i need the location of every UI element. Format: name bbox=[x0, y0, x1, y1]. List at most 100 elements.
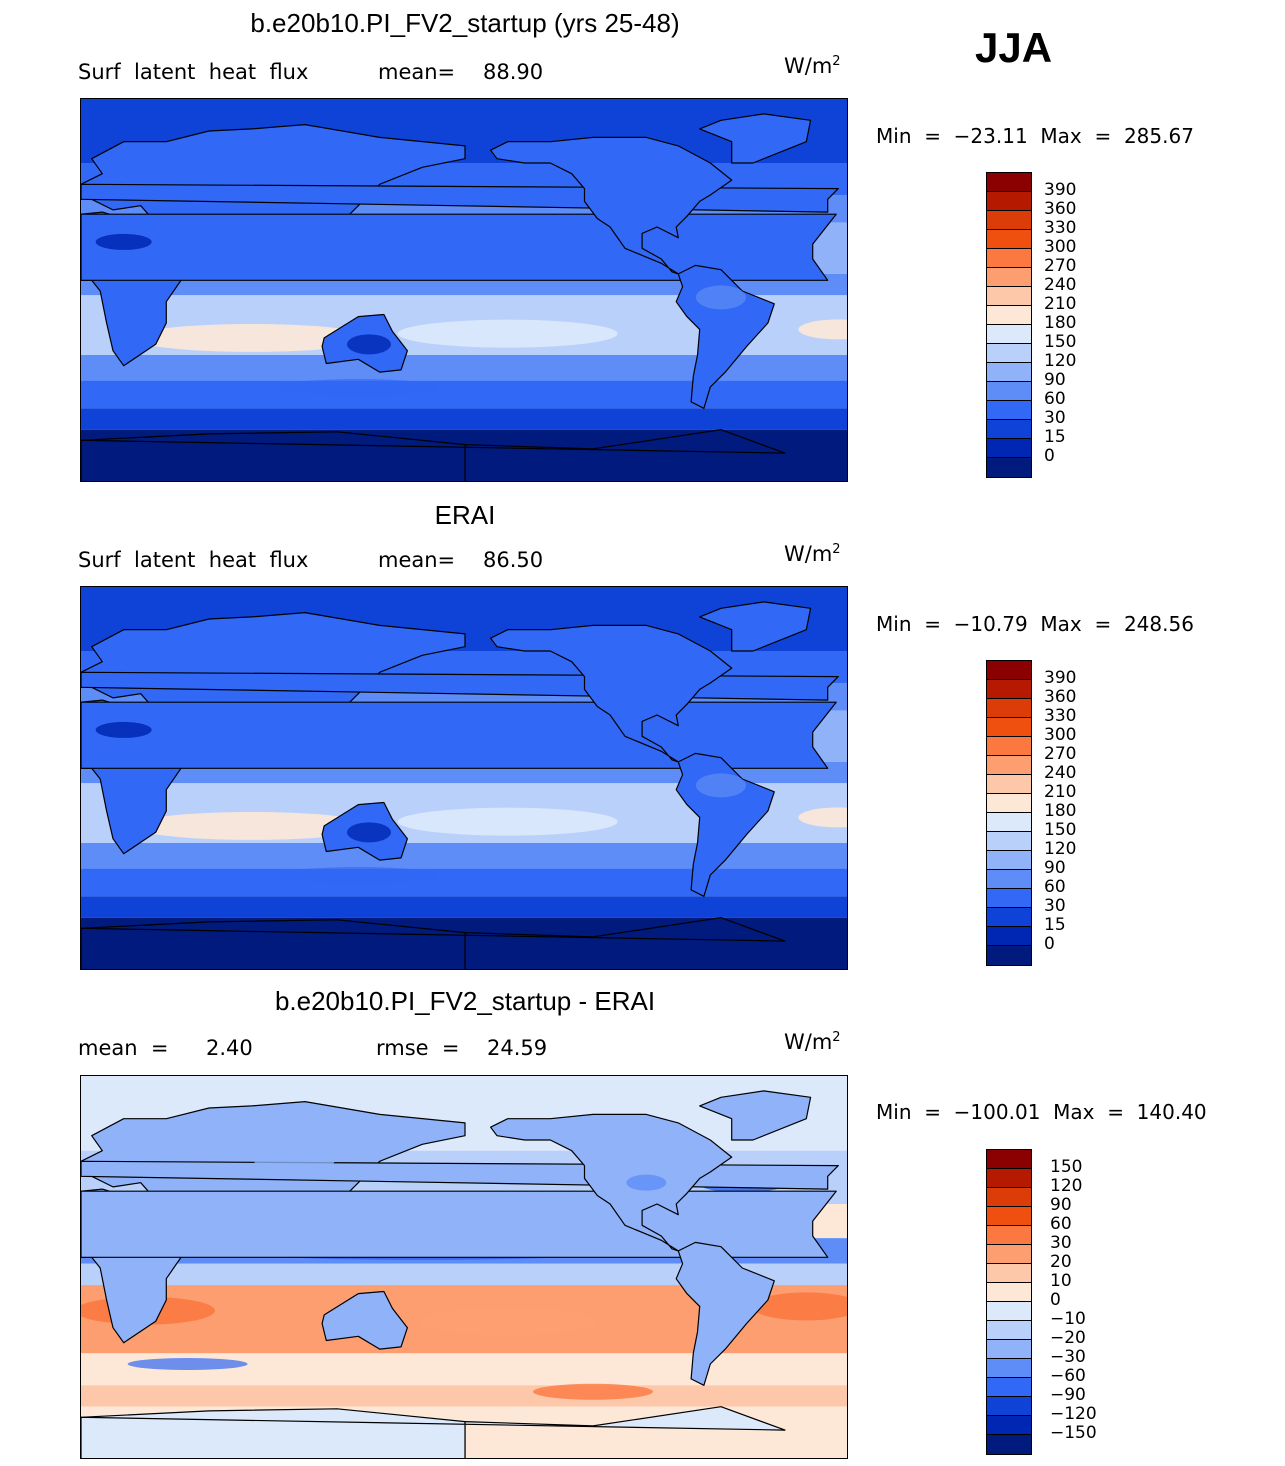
colorbar-swatch bbox=[987, 363, 1031, 382]
colorbar-swatch bbox=[987, 680, 1031, 699]
colorbar-tick-label: 90 bbox=[1050, 1195, 1072, 1215]
colorbar-tick-label: 90 bbox=[1044, 858, 1066, 878]
panel-3-mean-value: 2.40 bbox=[206, 1036, 253, 1060]
season-label: JJA bbox=[975, 24, 1053, 71]
colorbar-swatch bbox=[987, 1359, 1031, 1378]
colorbar-swatch bbox=[987, 946, 1031, 965]
colorbar-swatch bbox=[987, 1188, 1031, 1207]
panel-3-min-max: Min = −100.01 Max = 140.40 bbox=[876, 1100, 1207, 1124]
colorbar-tick-label: 390 bbox=[1044, 668, 1077, 688]
colorbar-swatch bbox=[987, 699, 1031, 718]
panel-2-min-max: Min = −10.79 Max = 248.56 bbox=[876, 612, 1194, 636]
colorbar-swatch bbox=[987, 1169, 1031, 1188]
panel-1-title: b.e20b10.PI_FV2_startup (yrs 25-48) bbox=[250, 8, 680, 38]
colorbar-tick-label: −150 bbox=[1050, 1423, 1097, 1443]
colorbar-swatch bbox=[987, 927, 1031, 946]
colorbar-swatch bbox=[987, 870, 1031, 889]
colorbar-tick-label: 60 bbox=[1044, 389, 1066, 409]
panel-2-title: ERAI bbox=[434, 500, 496, 530]
colorbar-swatch bbox=[987, 211, 1031, 230]
colorbar-swatch bbox=[987, 382, 1031, 401]
colorbar-tick-label: 0 bbox=[1044, 446, 1055, 466]
colorbar-swatch bbox=[987, 344, 1031, 363]
colorbar-tick-label: 10 bbox=[1050, 1271, 1072, 1291]
colorbar-tick-label: 300 bbox=[1044, 725, 1077, 745]
colorbar-swatch bbox=[987, 813, 1031, 832]
colorbar-tick-label: 90 bbox=[1044, 370, 1066, 390]
panel-1-units: W/m2 bbox=[784, 54, 841, 78]
colorbar-swatch bbox=[987, 1150, 1031, 1169]
colorbar-tick-label: 0 bbox=[1044, 934, 1055, 954]
colorbar-tick-label: 15 bbox=[1044, 427, 1066, 447]
colorbar-tick-label: 270 bbox=[1044, 256, 1077, 276]
colorbar-swatch bbox=[987, 192, 1031, 211]
colorbar-tick-label: 15 bbox=[1044, 915, 1066, 935]
colorbar-swatch bbox=[987, 908, 1031, 927]
panel-3-colorbar bbox=[986, 1149, 1032, 1455]
colorbar-tick-label: 60 bbox=[1050, 1214, 1072, 1234]
colorbar-tick-label: 360 bbox=[1044, 199, 1077, 219]
panel-2-mean-value: 86.50 bbox=[483, 548, 544, 572]
colorbar-tick-label: 30 bbox=[1044, 896, 1066, 916]
colorbar-swatch bbox=[987, 325, 1031, 344]
colorbar-swatch bbox=[987, 775, 1031, 794]
panel-1-mean-label: mean= bbox=[378, 60, 456, 84]
colorbar-tick-label: 240 bbox=[1044, 763, 1077, 783]
panel-3-title: b.e20b10.PI_FV2_startup - ERAI bbox=[274, 986, 656, 1016]
panel-3-mean-label: mean = bbox=[78, 1036, 169, 1060]
panel-1-mean-value: 88.90 bbox=[483, 60, 544, 84]
colorbar-swatch bbox=[987, 737, 1031, 756]
colorbar-swatch bbox=[987, 268, 1031, 287]
colorbar-swatch bbox=[987, 756, 1031, 775]
panel-1-min-max: Min = −23.11 Max = 285.67 bbox=[876, 124, 1194, 148]
colorbar-swatch bbox=[987, 420, 1031, 439]
colorbar-swatch bbox=[987, 439, 1031, 458]
panel-1-map bbox=[80, 98, 848, 482]
panel-2-variable-label: Surf latent heat flux bbox=[78, 548, 309, 572]
colorbar-swatch bbox=[987, 794, 1031, 813]
panel-3-rmse-label: rmse = bbox=[376, 1036, 460, 1060]
colorbar-tick-label: 330 bbox=[1044, 706, 1077, 726]
colorbar-tick-label: 20 bbox=[1050, 1252, 1072, 1272]
colorbar-tick-label: −60 bbox=[1050, 1366, 1086, 1386]
colorbar-swatch bbox=[987, 230, 1031, 249]
colorbar-tick-label: −90 bbox=[1050, 1385, 1086, 1405]
panel-2-mean-label: mean= bbox=[378, 548, 456, 572]
colorbar-tick-label: 390 bbox=[1044, 180, 1077, 200]
colorbar-swatch bbox=[987, 851, 1031, 870]
colorbar-swatch bbox=[987, 1245, 1031, 1264]
colorbar-tick-label: 30 bbox=[1044, 408, 1066, 428]
panel-3-units: W/m2 bbox=[784, 1030, 841, 1054]
colorbar-swatch bbox=[987, 1416, 1031, 1435]
panel-1-colorbar bbox=[986, 172, 1032, 478]
colorbar-tick-label: −20 bbox=[1050, 1328, 1086, 1348]
colorbar-tick-label: −120 bbox=[1050, 1404, 1097, 1424]
colorbar-tick-label: 150 bbox=[1050, 1157, 1083, 1177]
colorbar-tick-label: 150 bbox=[1044, 332, 1077, 352]
colorbar-swatch bbox=[987, 401, 1031, 420]
colorbar-swatch bbox=[987, 1397, 1031, 1416]
colorbar-swatch bbox=[987, 832, 1031, 851]
colorbar-swatch bbox=[987, 458, 1031, 477]
colorbar-tick-label: 150 bbox=[1044, 820, 1077, 840]
colorbar-tick-label: 120 bbox=[1044, 839, 1077, 859]
colorbar-tick-label: 360 bbox=[1044, 687, 1077, 707]
colorbar-tick-label: −30 bbox=[1050, 1347, 1086, 1367]
panel-3-map bbox=[80, 1075, 848, 1459]
colorbar-tick-label: 120 bbox=[1044, 351, 1077, 371]
colorbar-swatch bbox=[987, 1435, 1031, 1454]
panel-2-units: W/m2 bbox=[784, 542, 841, 566]
colorbar-tick-label: 240 bbox=[1044, 275, 1077, 295]
colorbar-swatch bbox=[987, 1283, 1031, 1302]
colorbar-swatch bbox=[987, 249, 1031, 268]
colorbar-swatch bbox=[987, 1264, 1031, 1283]
colorbar-tick-label: 300 bbox=[1044, 237, 1077, 257]
panel-1-variable-label: Surf latent heat flux bbox=[78, 60, 309, 84]
panel-2-map bbox=[80, 586, 848, 970]
colorbar-swatch bbox=[987, 1340, 1031, 1359]
colorbar-tick-label: 60 bbox=[1044, 877, 1066, 897]
colorbar-tick-label: 210 bbox=[1044, 294, 1077, 314]
colorbar-swatch bbox=[987, 1207, 1031, 1226]
colorbar-tick-label: 0 bbox=[1050, 1290, 1061, 1310]
colorbar-swatch bbox=[987, 173, 1031, 192]
